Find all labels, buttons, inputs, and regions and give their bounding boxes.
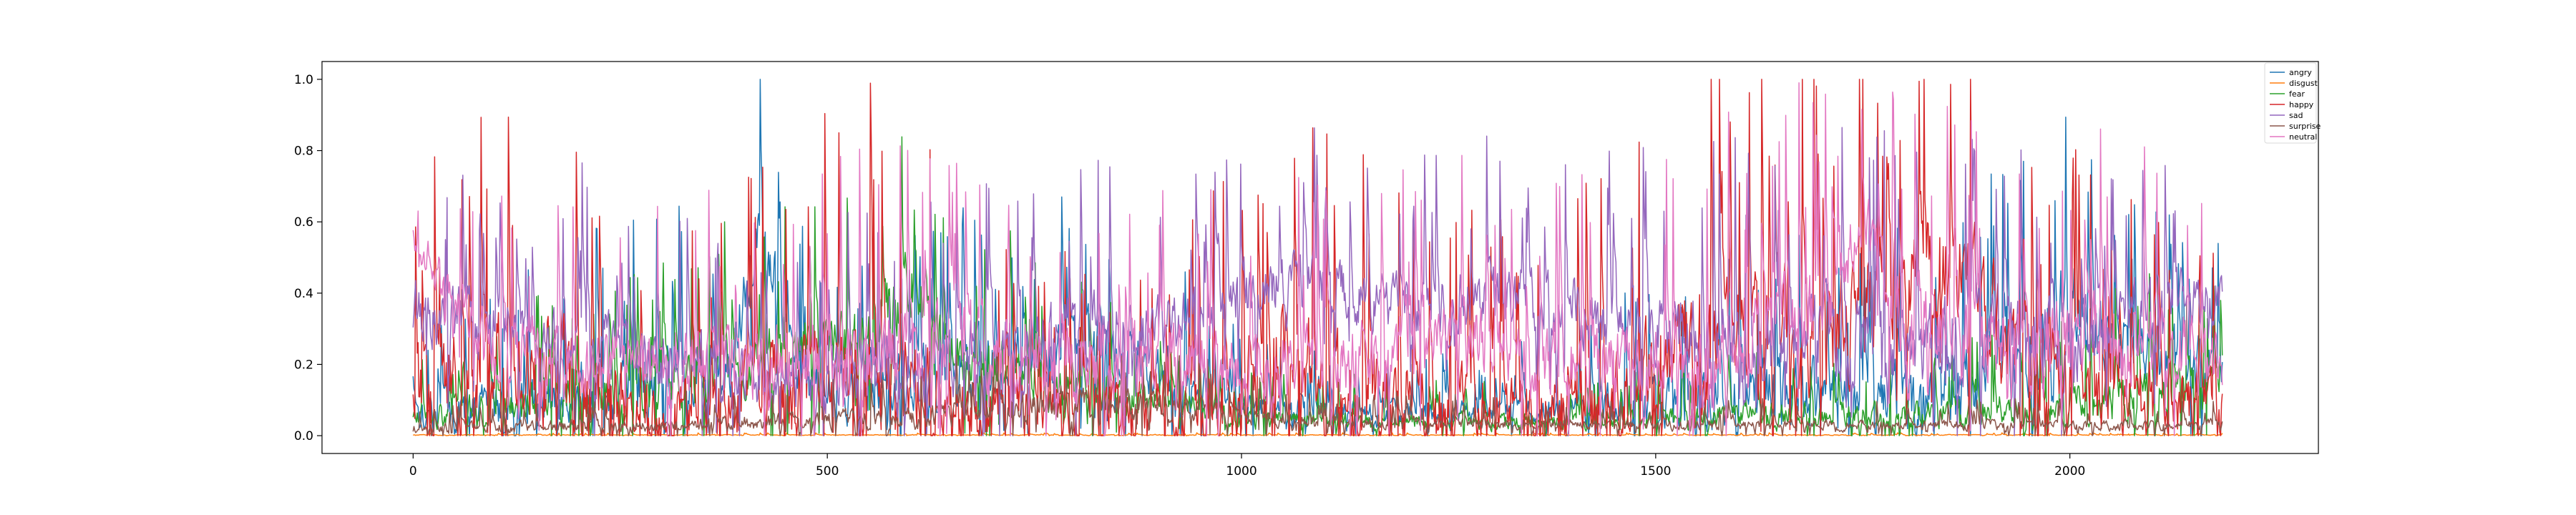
- legend-label-neutral: neutral: [2289, 132, 2317, 142]
- x-tick-label: 1000: [1226, 464, 1257, 479]
- x-tick-label: 2000: [2054, 464, 2085, 479]
- y-tick-label: 0.6: [294, 215, 313, 230]
- y-tick-label: 0.2: [294, 358, 313, 372]
- y-tick-label: 0.8: [294, 144, 313, 159]
- y-tick-label: 1.0: [294, 73, 313, 87]
- legend-label-disgust: disgust: [2289, 79, 2318, 88]
- series-line-happy: [412, 79, 2223, 436]
- series-line-surprise: [412, 335, 2223, 436]
- legend-label-happy: happy: [2289, 100, 2314, 109]
- series-line-neutral: [412, 82, 2223, 436]
- y-tick-label: 0.4: [294, 287, 313, 301]
- y-tick-label: 0.0: [294, 429, 313, 443]
- series-line-disgust: [413, 432, 2223, 436]
- plot-frame: [321, 61, 2319, 454]
- x-tick-label: 1500: [1640, 464, 1671, 479]
- x-tick-label: 500: [816, 464, 839, 479]
- series-layer: [412, 79, 2223, 436]
- x-axis: 0 500 1000 1500 2000: [409, 453, 2085, 479]
- legend-label-surprise: surprise: [2289, 122, 2321, 131]
- legend-label-angry: angry: [2289, 68, 2312, 77]
- y-axis: 0.0 0.2 0.4 0.6 0.8 1.0: [294, 73, 322, 443]
- legend-label-fear: fear: [2289, 89, 2305, 99]
- x-tick-label: 0: [409, 464, 417, 479]
- legend-label-sad: sad: [2289, 111, 2303, 120]
